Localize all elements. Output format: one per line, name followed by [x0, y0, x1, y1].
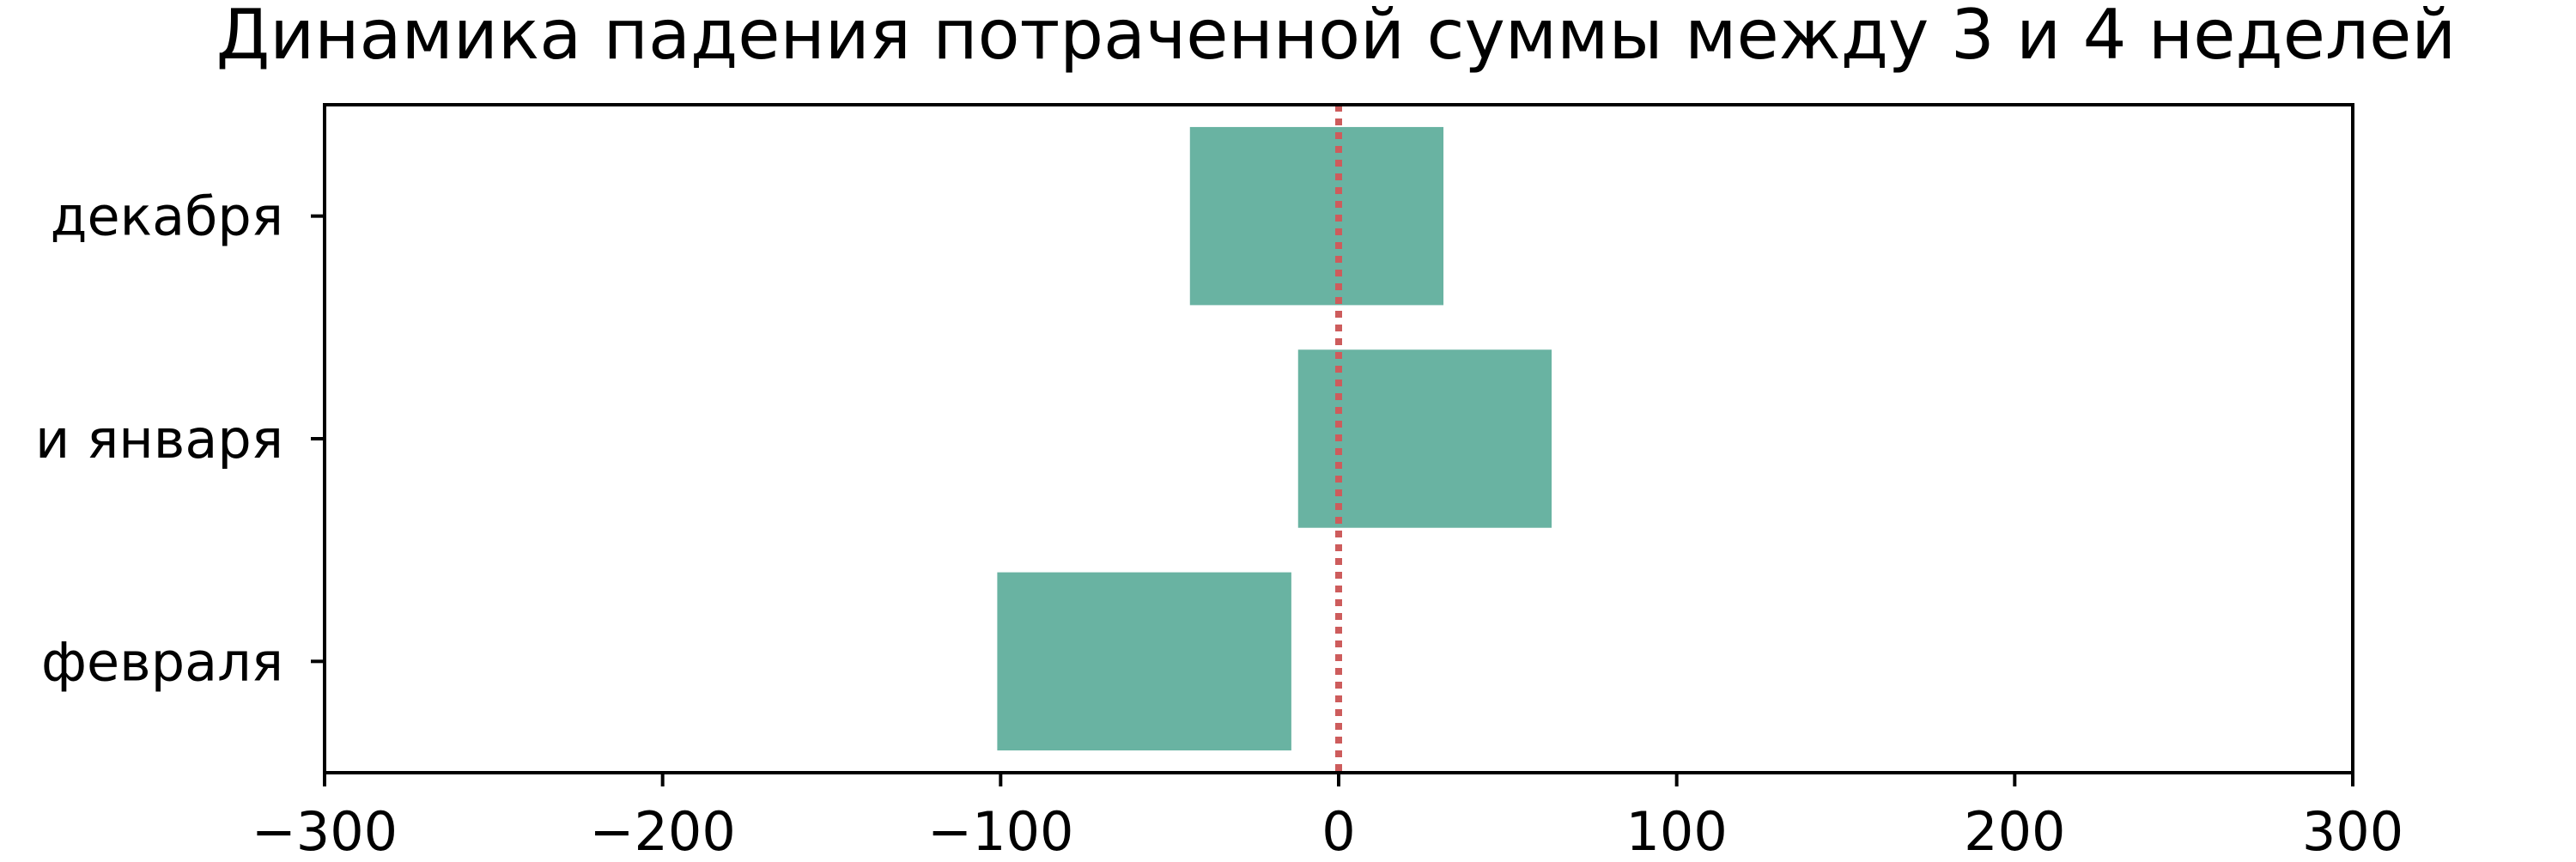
x-tick-label: 300	[2302, 800, 2403, 859]
bars-layer	[997, 126, 1552, 751]
x-tick-label: 200	[1964, 800, 2065, 859]
y-tick-label: февраля	[41, 630, 283, 693]
x-tick-label: −200	[590, 800, 736, 859]
bar-1	[1189, 126, 1444, 306]
x-tick-label: 0	[1321, 800, 1355, 859]
x-tick-label: −300	[252, 800, 398, 859]
y-tick-label: и января	[35, 408, 283, 470]
y-tick-label: декабря	[51, 185, 283, 248]
chart-title: Динамика падения потраченной суммы между…	[216, 0, 2457, 75]
bar-3	[997, 572, 1291, 751]
x-tick-label: 100	[1625, 800, 1727, 859]
x-tick-label: −100	[927, 800, 1073, 859]
axes-layer: −300 −200 −100 0 100 200 300 декабря и января фев…	[35, 103, 2403, 862]
